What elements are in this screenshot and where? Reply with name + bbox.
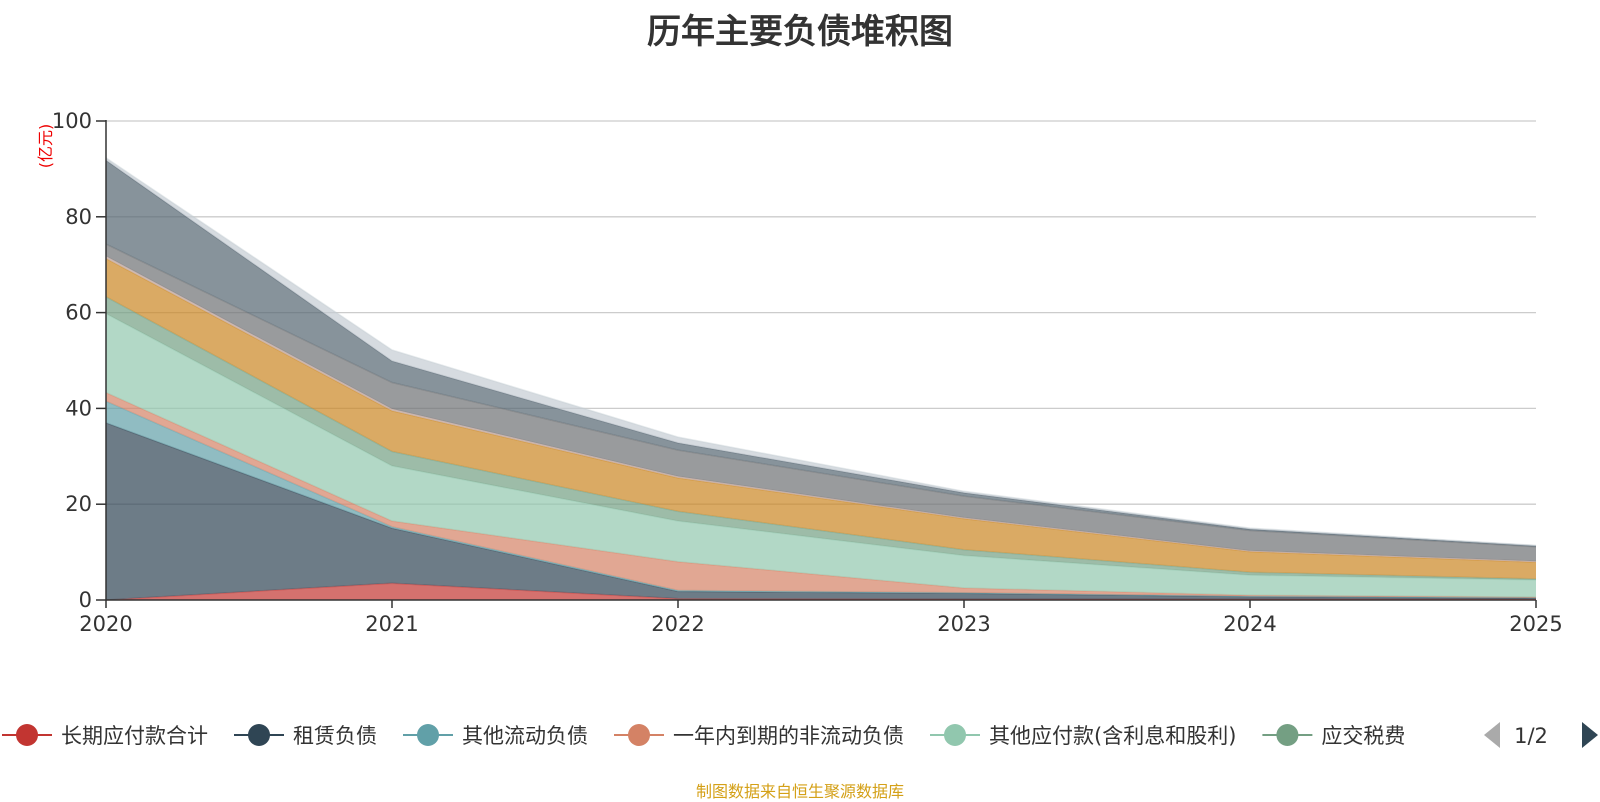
legend-circle-icon <box>628 724 650 746</box>
x-tick-label-2022: 2022 <box>651 612 704 636</box>
area-series <box>105 157 1537 601</box>
legend-circle-icon <box>16 724 38 746</box>
area-series-1[interactable] <box>106 422 1536 600</box>
legend-label-0: 长期应付款合计 <box>61 724 208 748</box>
legend-item-4[interactable]: 其他应付款(含利息和股利) <box>930 724 1236 748</box>
legend-circle-icon <box>248 724 270 746</box>
legend-page-indicator: 1/2 <box>1514 724 1548 748</box>
area-series-4[interactable] <box>106 313 1536 598</box>
y-axis-label: (亿元) <box>36 124 55 169</box>
area-series-10[interactable] <box>106 157 1536 546</box>
legend-label-2: 其他流动负债 <box>462 724 588 748</box>
x-tick-label-2020: 2020 <box>79 612 132 636</box>
y-tick-label-100: 100 <box>52 109 92 133</box>
area-series-line-10 <box>105 157 1537 547</box>
y-tick-label-20: 20 <box>65 492 92 516</box>
legend-item-5[interactable]: 应交税费 <box>1262 724 1405 748</box>
area-series-0[interactable] <box>106 583 1536 600</box>
area-series-9[interactable] <box>106 160 1536 547</box>
legend-label-5: 应交税费 <box>1321 724 1405 748</box>
legend-item-0[interactable]: 长期应付款合计 <box>2 724 208 748</box>
legend: 长期应付款合计 租赁负债 其他流动负债 一年内到期的非流动负债 其他应付款(含利息和股利… <box>2 722 1598 748</box>
legend-label-3: 一年内到期的非流动负债 <box>673 724 904 748</box>
y-tick-label-60: 60 <box>65 301 92 325</box>
legend-prev-page-icon[interactable] <box>1484 722 1500 748</box>
x-tick-label-2023: 2023 <box>937 612 990 636</box>
area-series-8[interactable] <box>106 244 1536 562</box>
legend-next-page-icon[interactable] <box>1582 722 1598 748</box>
legend-circle-icon <box>944 724 966 746</box>
legend-item-3[interactable]: 一年内到期的非流动负债 <box>614 724 904 748</box>
legend-label-4: 其他应付款(含利息和股利) <box>989 724 1236 748</box>
legend-item-2[interactable]: 其他流动负债 <box>403 724 588 748</box>
chart-title: 历年主要负债堆积图 <box>647 12 953 52</box>
legend-label-1: 租赁负债 <box>293 724 377 748</box>
legend-item-1[interactable]: 租赁负债 <box>234 724 377 748</box>
y-tick-label-0: 0 <box>79 588 92 612</box>
legend-circle-icon <box>1276 724 1299 746</box>
legend-items: 长期应付款合计 租赁负债 其他流动负债 一年内到期的非流动负债 其他应付款(含利息和股利… <box>2 724 1405 748</box>
legend-circle-icon <box>417 724 439 746</box>
source-note: 制图数据来自恒生聚源数据库 <box>695 782 904 801</box>
y-tick-label-40: 40 <box>65 396 92 420</box>
x-tick-label-2025: 2025 <box>1509 612 1562 636</box>
axes: 0 20 40 60 80 100 2020 2021 2022 2023 2024 2025 (亿元) <box>36 109 1563 636</box>
x-tick-label-2021: 2021 <box>365 612 418 636</box>
y-tick-label-80: 80 <box>65 205 92 229</box>
area-series-6[interactable] <box>106 258 1536 579</box>
area-series-7[interactable] <box>106 256 1536 563</box>
x-tick-label-2024: 2024 <box>1223 612 1276 636</box>
